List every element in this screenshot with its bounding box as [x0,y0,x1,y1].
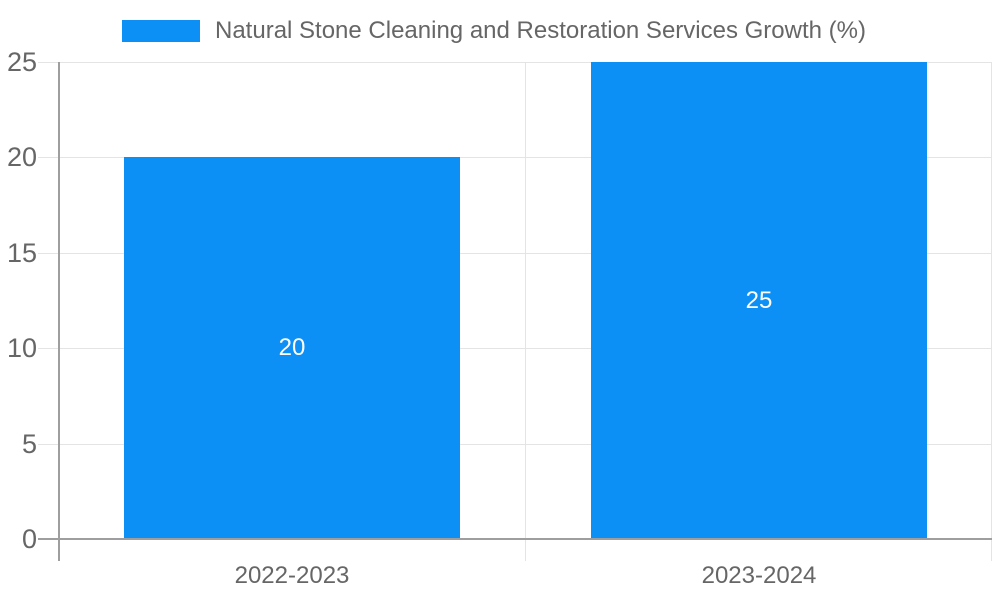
y-gridline-10 [38,348,992,349]
category-boundary-line [991,62,992,561]
y-gridline-25 [38,62,992,63]
x-axis-baseline [38,538,992,540]
y-gridline-20 [38,157,992,158]
x-axis-tick-label: 2023-2024 [701,562,817,589]
bar-2023-2024[interactable] [591,62,927,539]
y-axis-tick-label: 20 [6,142,37,172]
y-gridline-5 [38,444,992,445]
y-axis-tick-label: 15 [6,238,37,268]
bar-value-label: 25 [745,287,773,314]
y-axis-tick-label: 25 [6,47,37,77]
y-axis-tick-label: 10 [6,333,37,363]
x-axis-tick-label: 2022-2023 [234,562,350,589]
category-boundary-line [525,62,526,561]
bar-value-label: 20 [278,334,306,361]
y-axis-tick-label: 0 [21,524,37,554]
chart-legend-item[interactable]: Natural Stone Cleaning and Restoration S… [122,18,866,44]
y-gridline-15 [38,253,992,254]
bar-2022-2023[interactable] [124,157,460,539]
y-axis-line [58,62,60,561]
legend-color-swatch [122,20,200,42]
y-axis-tick-label: 5 [21,429,37,459]
legend-label: Natural Stone Cleaning and Restoration S… [215,17,866,44]
